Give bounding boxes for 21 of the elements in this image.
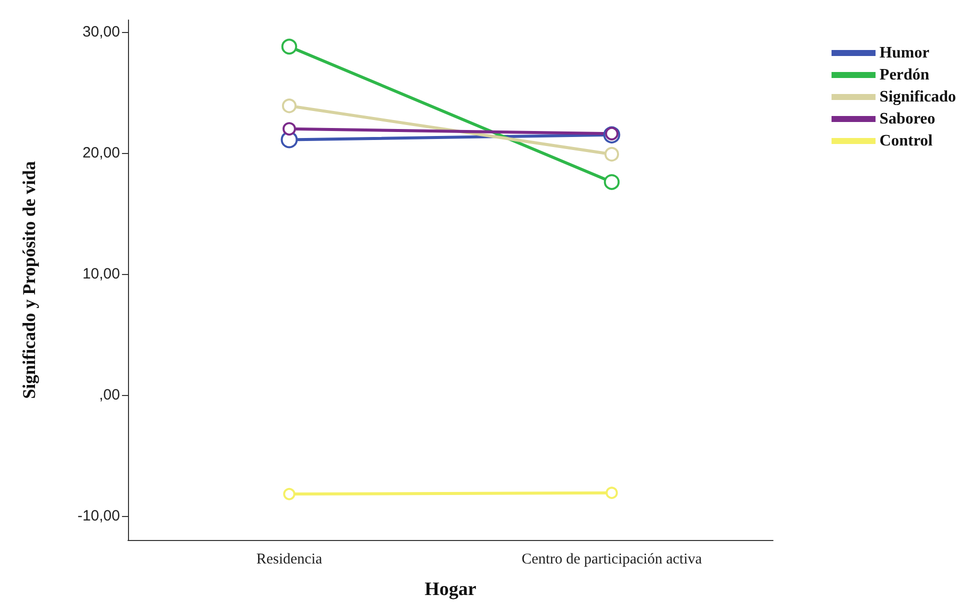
legend-label: Control xyxy=(880,132,934,150)
point xyxy=(604,174,620,190)
y-axis-title: Significado y Propósito de vida xyxy=(19,161,39,399)
point xyxy=(606,486,618,499)
point xyxy=(604,146,620,162)
y-tick-label: -10,00 xyxy=(77,507,120,524)
legend-label: Humor xyxy=(880,44,930,62)
y-tick-label: ,00 xyxy=(99,386,120,404)
legend-label: Saboreo xyxy=(880,110,936,128)
point xyxy=(281,38,298,54)
point xyxy=(282,98,297,114)
point xyxy=(283,488,296,500)
x-axis-title: Hogar xyxy=(424,579,477,600)
y-tick-label: 10,00 xyxy=(82,265,120,282)
x-tick-label: Centro de participación activa xyxy=(522,552,702,568)
x-tick-label: Residencia xyxy=(256,552,322,568)
point xyxy=(282,122,296,136)
y-tick-label: 30,00 xyxy=(82,24,120,41)
legend-label: Significado xyxy=(880,88,956,106)
legend-label: Perdón xyxy=(880,66,930,84)
y-tick-label: 20,00 xyxy=(82,144,120,162)
